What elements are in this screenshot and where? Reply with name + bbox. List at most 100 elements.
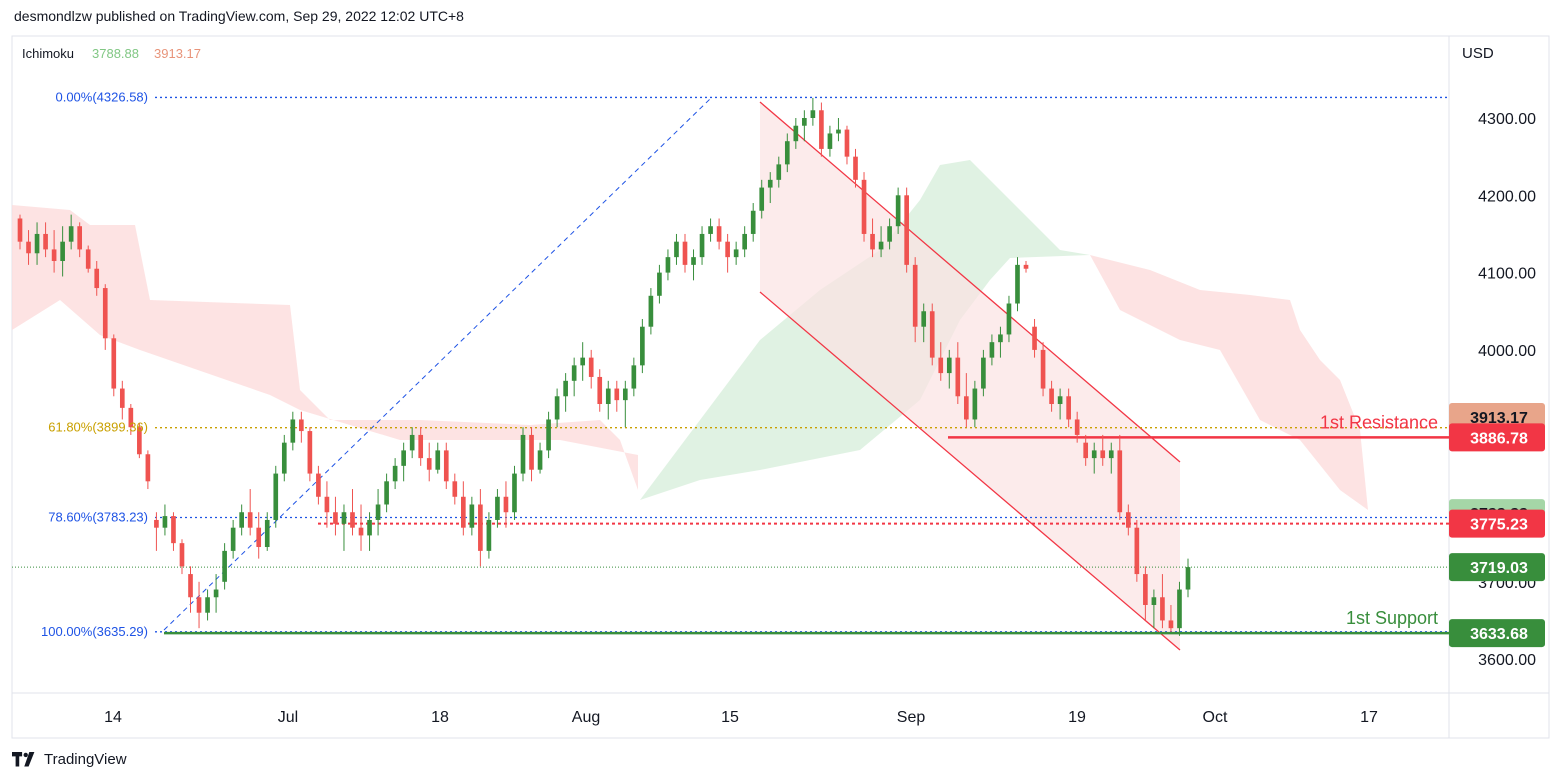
candle-body — [1134, 527, 1140, 575]
candle — [878, 226, 884, 258]
candle — [137, 423, 142, 459]
candle-body — [367, 519, 372, 536]
fib-level-label: 100.00%(3635.29) — [41, 624, 148, 639]
candle — [921, 303, 927, 343]
candle — [622, 380, 628, 428]
candle — [1091, 442, 1097, 474]
candle — [51, 230, 57, 273]
candle-body — [912, 264, 918, 327]
chart-border — [11, 35, 1550, 739]
fib-level-label: 0.00%(4326.58) — [55, 89, 148, 104]
candle — [819, 102, 824, 157]
candle-body — [1091, 450, 1097, 459]
price-tag-bg — [1449, 423, 1545, 452]
candle — [171, 512, 176, 551]
price-tag-bg — [1449, 553, 1545, 582]
candle-body — [520, 434, 526, 474]
candle — [102, 284, 108, 350]
candle — [929, 303, 935, 366]
candle-body — [725, 241, 730, 258]
tradingview-footer[interactable]: TradingView — [12, 751, 127, 768]
candle — [358, 504, 364, 551]
time-tick-label: 19 — [1068, 709, 1086, 726]
candle — [648, 288, 654, 335]
candle — [495, 489, 500, 528]
candle — [1117, 434, 1123, 520]
candle — [512, 465, 517, 520]
candle-body — [154, 519, 159, 528]
candle-body — [102, 288, 108, 339]
candle — [912, 257, 918, 343]
candle-body — [631, 365, 637, 389]
candle-body — [836, 129, 841, 134]
candle-body — [1177, 589, 1182, 629]
candle — [461, 481, 466, 536]
candle-body — [802, 118, 807, 126]
candle — [1074, 411, 1080, 443]
level-lines — [12, 96, 1449, 635]
candle-body — [1023, 264, 1029, 269]
chart-frame — [11, 35, 1550, 739]
candle — [631, 357, 637, 397]
candle-body — [588, 357, 594, 377]
candle-body — [486, 519, 492, 551]
candle-body — [392, 465, 398, 482]
resistance-label: 1st Resistance — [1320, 412, 1438, 432]
candle — [1185, 558, 1191, 598]
candle — [341, 504, 347, 551]
candle-body — [1100, 450, 1106, 459]
candle — [222, 543, 227, 590]
price-tag-text: 3719.03 — [1470, 560, 1528, 577]
candle — [784, 133, 790, 173]
fib-level-label: 78.60%(3783.23) — [48, 509, 148, 524]
candle-body — [478, 504, 483, 551]
candle-body — [384, 481, 389, 505]
candle-body — [179, 543, 185, 567]
price-tag: 3775.23 — [1449, 509, 1545, 538]
candle-body — [264, 519, 270, 548]
candle — [554, 388, 560, 428]
candle-body — [605, 388, 611, 405]
candle-body — [503, 496, 509, 513]
candle-body — [205, 597, 210, 613]
candle-body — [162, 516, 168, 528]
candle — [938, 342, 944, 381]
candle — [384, 473, 389, 513]
candle-body — [989, 342, 995, 358]
candle-body — [955, 357, 961, 397]
candle — [162, 504, 168, 536]
candle-body — [495, 496, 500, 520]
candle-body — [512, 473, 517, 513]
candle — [725, 233, 730, 273]
candle — [699, 226, 705, 265]
candle-body — [853, 156, 858, 180]
candle — [213, 574, 219, 613]
candle — [367, 512, 372, 551]
candle — [469, 496, 475, 536]
candle — [264, 512, 270, 551]
candle — [1066, 388, 1071, 428]
candle-body — [341, 512, 347, 524]
time-axis[interactable]: 14 Jul 18 Aug 15 Sep 19 Oct 17 — [104, 709, 1378, 726]
price-axis[interactable]: 3600.003700.004000.004100.004200.004300.… — [1449, 111, 1545, 669]
candle-body — [273, 473, 279, 520]
candle — [989, 334, 995, 366]
currency-label: USD — [1462, 45, 1494, 62]
candle — [853, 148, 858, 188]
candle — [529, 427, 534, 482]
candle-body — [887, 226, 892, 242]
candle-body — [793, 125, 799, 142]
candle-body — [375, 504, 381, 520]
candle — [759, 179, 765, 219]
candle — [946, 349, 952, 389]
candle-body — [94, 268, 100, 289]
candle — [188, 566, 193, 613]
cloud-bearish-future — [1090, 255, 1368, 510]
candle-body — [435, 450, 441, 470]
candle — [904, 187, 909, 273]
candle — [375, 489, 381, 536]
candle — [1023, 261, 1029, 273]
candle — [239, 504, 244, 536]
candle-body — [571, 365, 577, 381]
